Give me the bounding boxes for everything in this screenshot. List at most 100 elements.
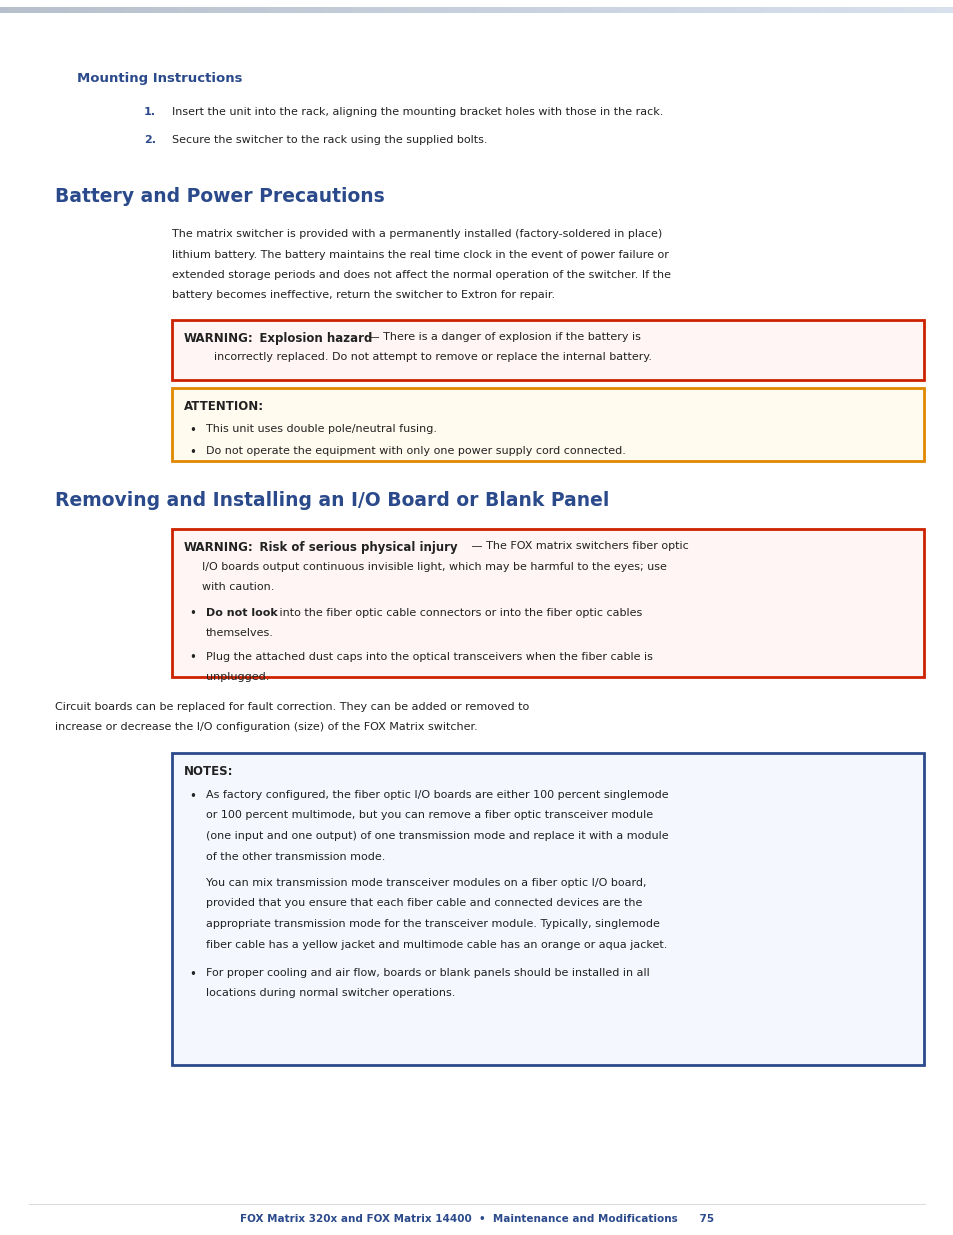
Text: battery becomes ineffective, return the switcher to Extron for repair.: battery becomes ineffective, return the …	[172, 290, 555, 300]
Text: incorrectly replaced. Do not attempt to remove or replace the internal battery.: incorrectly replaced. Do not attempt to …	[213, 352, 651, 363]
Text: WARNING:: WARNING:	[184, 541, 253, 555]
Text: — The FOX matrix switchers fiber optic: — The FOX matrix switchers fiber optic	[467, 541, 687, 551]
Bar	[48, 7, 57, 12]
Text: Secure the switcher to the rack using the supplied bolts.: Secure the switcher to the rack using th…	[172, 135, 487, 144]
Text: extended storage periods and does not affect the normal operation of the switche: extended storage periods and does not af…	[172, 270, 670, 280]
Bar	[162, 7, 172, 12]
Bar	[715, 7, 724, 12]
Bar	[915, 7, 924, 12]
Bar	[172, 7, 181, 12]
Bar	[677, 7, 686, 12]
Bar	[276, 7, 286, 12]
Text: Insert the unit into the rack, aligning the mounting bracket holes with those in: Insert the unit into the rack, aligning …	[172, 107, 662, 117]
Bar	[476, 7, 486, 12]
Bar	[295, 7, 305, 12]
Text: locations during normal switcher operations.: locations during normal switcher operati…	[206, 988, 455, 999]
Bar	[229, 7, 238, 12]
Text: 2.: 2.	[144, 135, 156, 144]
Bar	[29, 7, 38, 12]
Bar	[400, 7, 410, 12]
FancyBboxPatch shape	[172, 753, 923, 1065]
Bar	[238, 7, 248, 12]
Bar	[753, 7, 762, 12]
Bar	[343, 7, 353, 12]
Bar	[133, 7, 143, 12]
Bar	[534, 7, 543, 12]
Bar	[181, 7, 191, 12]
Bar	[581, 7, 591, 12]
Text: lithium battery. The battery maintains the real time clock in the event of power: lithium battery. The battery maintains t…	[172, 249, 668, 259]
Bar	[496, 7, 505, 12]
Bar	[600, 7, 610, 12]
Text: •: •	[189, 608, 195, 620]
Bar	[867, 7, 877, 12]
Bar	[781, 7, 791, 12]
Text: •: •	[189, 425, 195, 437]
Bar	[934, 7, 943, 12]
Bar	[448, 7, 457, 12]
Bar	[95, 7, 105, 12]
Text: of the other transmission mode.: of the other transmission mode.	[206, 851, 385, 862]
Bar	[429, 7, 438, 12]
Bar	[762, 7, 772, 12]
Bar	[124, 7, 133, 12]
Bar	[648, 7, 658, 12]
Text: Removing and Installing an I/O Board or Blank Panel: Removing and Installing an I/O Board or …	[55, 492, 609, 510]
Bar	[86, 7, 95, 12]
Bar	[152, 7, 162, 12]
Bar	[419, 7, 429, 12]
Bar	[10, 7, 19, 12]
Bar	[334, 7, 343, 12]
Bar	[658, 7, 667, 12]
Bar	[515, 7, 524, 12]
Bar	[724, 7, 734, 12]
Text: appropriate transmission mode for the transceiver module. Typically, singlemode: appropriate transmission mode for the tr…	[206, 919, 659, 929]
Bar	[219, 7, 229, 12]
Bar	[801, 7, 810, 12]
Bar	[886, 7, 896, 12]
Bar	[791, 7, 801, 12]
Text: For proper cooling and air flow, boards or blank panels should be installed in a: For proper cooling and air flow, boards …	[206, 968, 649, 978]
FancyBboxPatch shape	[172, 388, 923, 461]
Bar	[57, 7, 67, 12]
Bar	[848, 7, 858, 12]
Text: I/O boards output continuous invisible light, which may be harmful to the eyes; : I/O boards output continuous invisible l…	[202, 562, 666, 572]
Bar	[772, 7, 781, 12]
Bar	[286, 7, 295, 12]
Text: This unit uses double pole/neutral fusing.: This unit uses double pole/neutral fusin…	[206, 425, 436, 435]
Bar	[705, 7, 715, 12]
Bar	[210, 7, 219, 12]
Bar	[267, 7, 276, 12]
Bar	[839, 7, 848, 12]
Bar	[943, 7, 953, 12]
Bar	[686, 7, 696, 12]
Text: Mounting Instructions: Mounting Instructions	[77, 72, 242, 85]
Bar	[905, 7, 915, 12]
Bar	[829, 7, 839, 12]
Bar	[610, 7, 619, 12]
Text: themselves.: themselves.	[206, 629, 274, 638]
Bar	[486, 7, 496, 12]
Text: with caution.: with caution.	[202, 582, 274, 592]
Bar	[305, 7, 314, 12]
Bar	[19, 7, 29, 12]
Bar	[696, 7, 705, 12]
FancyBboxPatch shape	[172, 320, 923, 380]
Text: •: •	[189, 790, 195, 803]
Text: •: •	[189, 652, 195, 664]
Bar	[858, 7, 867, 12]
Bar	[76, 7, 86, 12]
Bar	[591, 7, 600, 12]
Text: — There is a danger of explosion if the battery is: — There is a danger of explosion if the …	[365, 332, 640, 342]
Bar	[257, 7, 267, 12]
Text: provided that you ensure that each fiber cable and connected devices are the: provided that you ensure that each fiber…	[206, 899, 641, 909]
Bar	[410, 7, 419, 12]
Text: unplugged.: unplugged.	[206, 672, 269, 682]
Bar	[543, 7, 553, 12]
Bar	[457, 7, 467, 12]
Text: (one input and one output) of one transmission mode and replace it with a module: (one input and one output) of one transm…	[206, 831, 668, 841]
Text: As factory configured, the fiber optic I/O boards are either 100 percent singlem: As factory configured, the fiber optic I…	[206, 790, 668, 800]
Bar	[0, 7, 10, 12]
Bar	[572, 7, 581, 12]
Bar	[38, 7, 48, 12]
